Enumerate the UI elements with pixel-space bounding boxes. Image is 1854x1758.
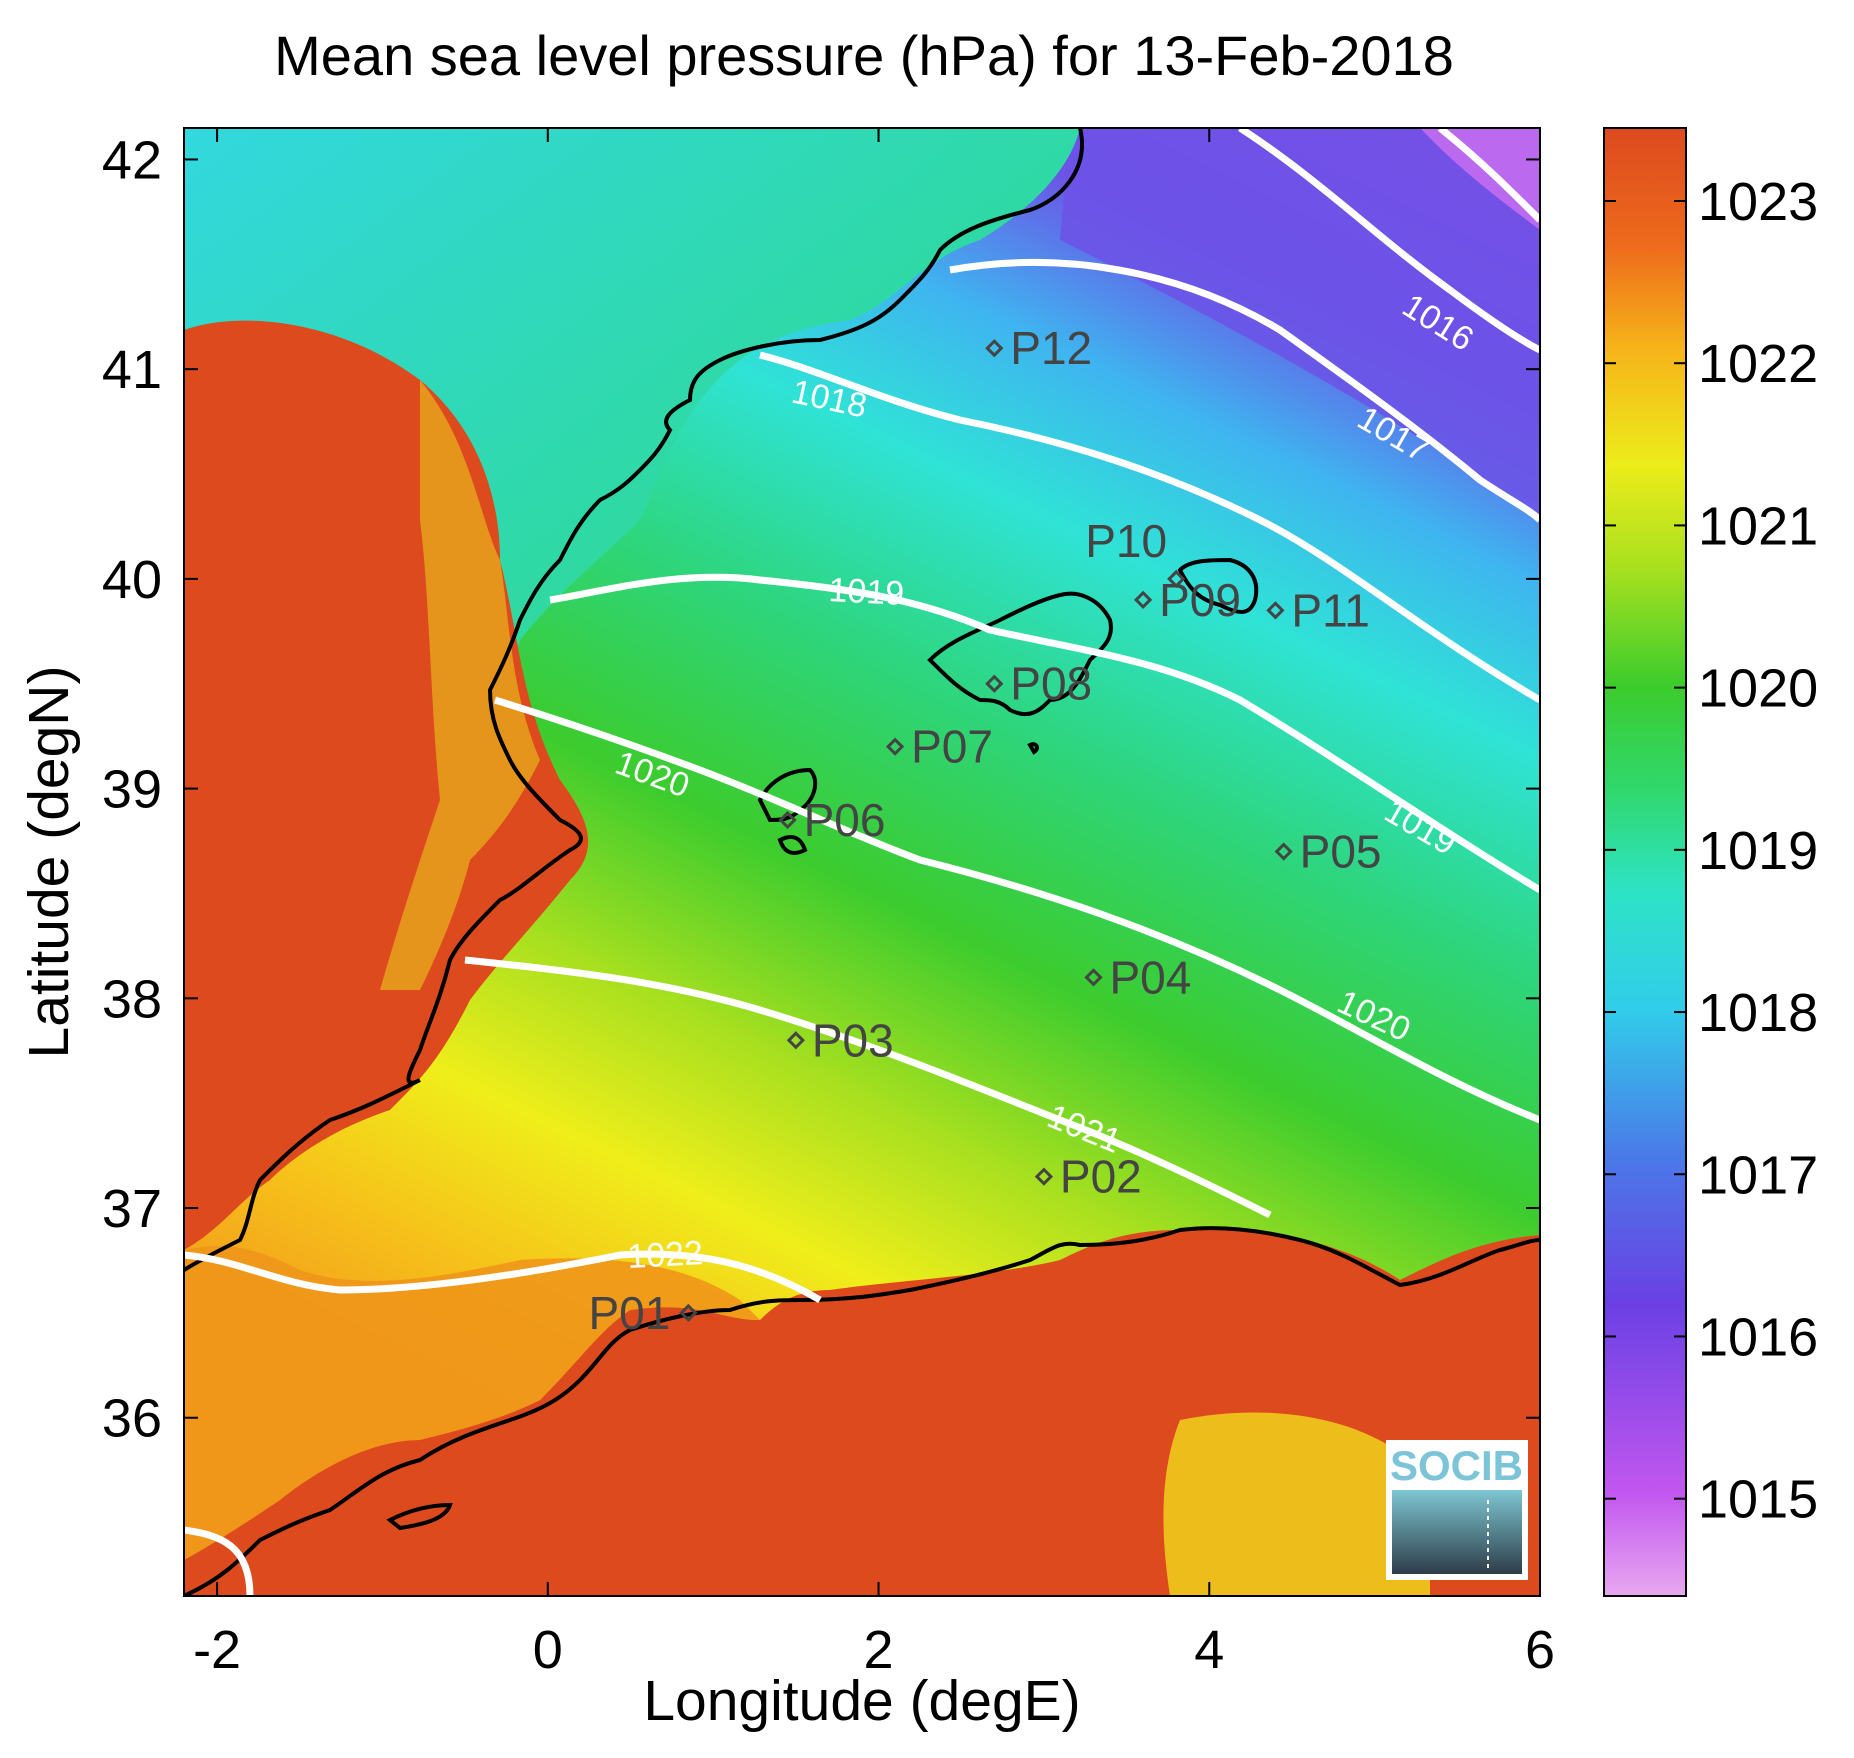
station-label-p04: P04 xyxy=(1110,951,1192,1003)
y-axis-label: Latitude (degN) xyxy=(17,666,81,1059)
station-marker-p02 xyxy=(1034,1167,1054,1186)
station-label-p03: P03 xyxy=(812,1014,894,1066)
station-label-p07: P07 xyxy=(911,721,993,773)
x-tick-label: 2 xyxy=(864,1620,894,1680)
colorbar: 1015 1016 1017 1018 1019 1020 1021 1022 1023 xyxy=(1603,127,1818,1597)
x-tick-label: -2 xyxy=(193,1620,241,1680)
socib-logo: SOCIB xyxy=(1386,1440,1528,1580)
contour-1016 xyxy=(1238,128,1540,354)
station-marker-p06 xyxy=(778,810,797,830)
coastal-band xyxy=(380,380,540,990)
colorbar-gradient xyxy=(1603,127,1687,1597)
y-tick-label: 37 xyxy=(102,1179,162,1239)
station-marker-p01 xyxy=(679,1303,698,1323)
pressure-field xyxy=(184,128,1540,1596)
contour-label: 1019 xyxy=(828,571,906,613)
station-marker-p03 xyxy=(786,1031,805,1050)
station-label-p06: P06 xyxy=(804,794,886,846)
contour-1019 xyxy=(549,573,1540,894)
alboran-island xyxy=(386,1502,453,1531)
station-marker-p12 xyxy=(985,339,1004,358)
colorbar-tick-label: 1015 xyxy=(1698,1470,1818,1530)
contour-1017 xyxy=(949,259,1540,523)
contour-1021 xyxy=(464,956,1272,1219)
colorbar-tick-label: 1018 xyxy=(1698,983,1818,1043)
formentera-coastline xyxy=(777,835,808,855)
y-axis: 36 37 38 39 40 41 42 xyxy=(102,130,1540,1449)
lowest-pressure-area xyxy=(1420,128,1540,230)
station-label-p11: P11 xyxy=(1291,584,1369,636)
station-marker-p10 xyxy=(1167,569,1186,589)
station-label-p02: P02 xyxy=(1060,1151,1142,1203)
cabrera-island xyxy=(1027,742,1039,755)
north-africa-yellow-patch xyxy=(1163,1412,1430,1596)
x-tick-label: 6 xyxy=(1525,1620,1555,1680)
station-label-p05: P05 xyxy=(1300,826,1382,878)
station-label-p01: P01 xyxy=(589,1287,671,1339)
y-tick-label: 38 xyxy=(102,969,162,1029)
y-tick-label: 41 xyxy=(102,340,162,400)
station-marker-p04 xyxy=(1084,968,1103,987)
mallorca-coastline xyxy=(927,591,1113,717)
x-tick-label: 0 xyxy=(533,1620,563,1680)
menorca-coastline xyxy=(1177,557,1259,614)
colorbar-tick-label: 1019 xyxy=(1698,821,1818,881)
contour-1022-south xyxy=(184,1526,254,1596)
south-west-orange-zone xyxy=(184,1246,760,1560)
pressure-contours xyxy=(184,128,1540,1596)
station-label-p08: P08 xyxy=(1010,658,1092,710)
station-marker-p11 xyxy=(1266,601,1285,620)
contour-1018 xyxy=(759,351,1540,704)
map-frame xyxy=(183,127,1541,1597)
low-pressure-area xyxy=(1060,128,1540,520)
x-axis: -2 0 2 4 6 xyxy=(193,128,1555,1680)
colorbar-tick-label: 1023 xyxy=(1698,172,1818,232)
station-label-p10: P10 xyxy=(1085,515,1167,567)
iberian-coastline xyxy=(184,128,1084,1272)
y-tick-label: 40 xyxy=(102,550,162,610)
colorbar-tick-label: 1022 xyxy=(1698,334,1818,394)
station-marker-p08 xyxy=(985,674,1004,693)
colorbar-tick-label: 1016 xyxy=(1698,1307,1818,1367)
contour-1020 xyxy=(493,696,1540,1124)
colorbar-tick-label: 1020 xyxy=(1698,659,1818,719)
station-marker-p09 xyxy=(1133,590,1153,609)
y-tick-label: 36 xyxy=(102,1389,162,1449)
logo-image xyxy=(1392,1490,1522,1574)
colorbar-tick-label: 1017 xyxy=(1698,1145,1818,1205)
logo-text: SOCIB xyxy=(1390,1442,1523,1489)
station-marker-p05 xyxy=(1274,842,1293,861)
colorbar-tick-label: 1021 xyxy=(1698,496,1818,556)
contour-1015 xyxy=(1437,128,1540,223)
station-marker-p07 xyxy=(885,737,905,756)
y-tick-label: 42 xyxy=(102,130,162,190)
contour-label: 1022 xyxy=(626,1234,704,1276)
x-tick-label: 4 xyxy=(1194,1620,1224,1680)
colorbar-ticks: 1015 1016 1017 1018 1019 1020 1021 1022 1023 xyxy=(1604,172,1818,1530)
y-tick-label: 39 xyxy=(102,760,162,820)
contour-1022 xyxy=(184,1250,822,1304)
chart-title: Mean sea level pressure (hPa) for 13-Feb… xyxy=(274,24,1454,87)
station-label-p12: P12 xyxy=(1010,322,1092,374)
x-axis-label: Longitude (degE) xyxy=(643,1669,1080,1733)
